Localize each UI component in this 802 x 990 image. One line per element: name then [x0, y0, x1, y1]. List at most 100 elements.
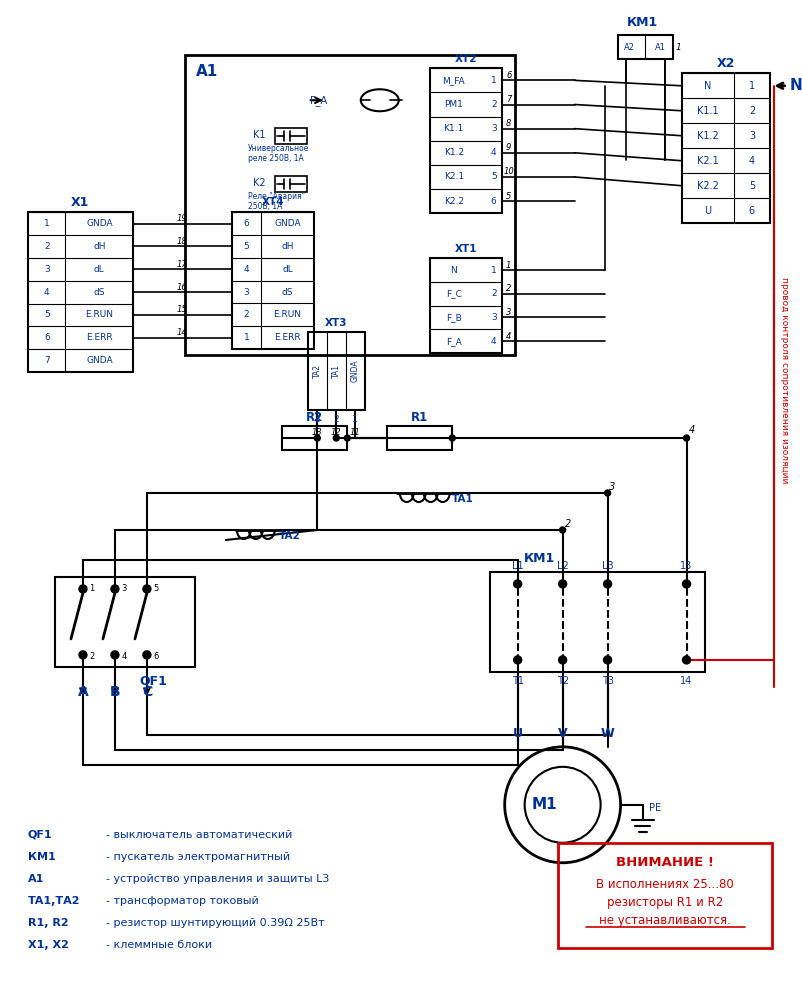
Bar [282, 426, 347, 450]
Text: - трансформатор токовый: - трансформатор токовый [106, 896, 259, 906]
Text: XT2: XT2 [455, 54, 477, 64]
Text: dL: dL [94, 264, 105, 274]
Text: 2: 2 [89, 652, 95, 661]
Text: E.ERR: E.ERR [86, 334, 112, 343]
Bar [430, 68, 502, 213]
Text: K2.2: K2.2 [697, 181, 719, 191]
Text: 16: 16 [177, 282, 188, 292]
Text: PM1: PM1 [444, 100, 463, 109]
Text: 4: 4 [688, 425, 695, 435]
Circle shape [604, 580, 612, 588]
Text: K1.1: K1.1 [697, 106, 719, 116]
Text: dS: dS [94, 288, 105, 297]
Text: dL: dL [282, 264, 293, 273]
Text: XT1: XT1 [455, 245, 477, 254]
Bar [308, 332, 365, 410]
Text: R2: R2 [306, 411, 323, 424]
Text: M_FA: M_FA [443, 76, 465, 85]
Text: K1: K1 [253, 131, 265, 141]
Circle shape [449, 435, 456, 441]
Text: TA2: TA2 [279, 531, 301, 541]
Text: E.RUN: E.RUN [273, 311, 302, 320]
Text: 3: 3 [506, 308, 512, 317]
Text: QF1: QF1 [139, 674, 167, 687]
Text: 4: 4 [44, 288, 50, 297]
Text: 6: 6 [491, 197, 496, 206]
Text: K1.2: K1.2 [444, 148, 464, 157]
Text: Универсальное: Универсальное [248, 144, 310, 152]
Text: B: B [110, 685, 120, 699]
Circle shape [334, 435, 339, 441]
Text: - пускатель электромагнитный: - пускатель электромагнитный [106, 851, 290, 861]
Text: 10: 10 [504, 167, 514, 176]
Text: Реле "Авария": Реле "Авария" [248, 192, 305, 201]
Text: T2: T2 [557, 676, 569, 686]
Text: L3: L3 [602, 561, 614, 571]
Text: 2: 2 [491, 289, 496, 298]
Text: QF1: QF1 [28, 830, 53, 840]
Text: 2: 2 [244, 311, 249, 320]
Circle shape [314, 435, 320, 441]
Text: 18: 18 [177, 237, 188, 246]
Text: А1: А1 [196, 63, 218, 79]
Circle shape [605, 490, 610, 496]
Text: резисторы R1 и R2: резисторы R1 и R2 [607, 896, 723, 909]
Text: W: W [601, 728, 614, 741]
Text: 3: 3 [491, 313, 496, 322]
Circle shape [143, 585, 151, 593]
Text: R1: R1 [411, 411, 428, 424]
Text: E.ERR: E.ERR [274, 334, 301, 343]
Text: U: U [512, 728, 523, 741]
Text: X2: X2 [716, 56, 735, 69]
Text: ТА1,ТА2: ТА1,ТА2 [28, 896, 80, 906]
Text: A: A [78, 685, 88, 699]
Circle shape [79, 650, 87, 659]
Text: 6: 6 [749, 206, 755, 216]
Bar [682, 73, 769, 223]
Text: 4: 4 [749, 155, 755, 165]
Text: K2.2: K2.2 [444, 197, 464, 206]
Text: 6: 6 [44, 334, 50, 343]
Text: 19: 19 [177, 214, 188, 223]
Text: 7: 7 [44, 356, 50, 365]
Text: КМ1: КМ1 [524, 552, 555, 565]
Circle shape [513, 656, 521, 664]
Text: GNDA: GNDA [350, 359, 360, 382]
Text: 6: 6 [153, 652, 159, 661]
Text: R1, R2: R1, R2 [28, 918, 69, 928]
Circle shape [560, 527, 565, 533]
Text: TA1: TA1 [452, 494, 473, 504]
Text: F_C: F_C [446, 289, 462, 298]
Text: 13: 13 [312, 428, 322, 437]
Text: 1: 1 [749, 81, 755, 91]
Text: 2: 2 [565, 519, 571, 529]
Circle shape [344, 435, 350, 441]
Text: 6: 6 [244, 219, 249, 228]
Text: А1: А1 [28, 874, 44, 884]
Text: PE: PE [649, 803, 661, 813]
Text: K2.1: K2.1 [444, 172, 464, 181]
Text: T3: T3 [602, 676, 614, 686]
Text: dH: dH [93, 242, 106, 250]
Text: K2: K2 [253, 178, 265, 188]
Text: 5: 5 [244, 242, 249, 250]
Text: dS: dS [282, 287, 294, 297]
Text: X1: X1 [71, 196, 90, 209]
Text: L2: L2 [557, 561, 569, 571]
Text: GNDA: GNDA [86, 356, 112, 365]
Text: 1: 1 [89, 584, 95, 593]
Text: TA1: TA1 [332, 364, 341, 378]
Text: XT4: XT4 [261, 197, 284, 207]
Text: 4: 4 [244, 264, 249, 273]
Bar [28, 212, 133, 372]
Circle shape [683, 656, 691, 664]
Circle shape [683, 580, 691, 588]
Text: F_A: F_A [446, 337, 462, 346]
Text: 17: 17 [177, 259, 188, 269]
Text: 3: 3 [491, 124, 496, 133]
Text: 7: 7 [506, 95, 512, 104]
Text: C: C [142, 685, 152, 699]
Text: A1: A1 [655, 43, 666, 51]
Text: 3: 3 [121, 584, 127, 593]
Text: 3: 3 [44, 264, 50, 274]
